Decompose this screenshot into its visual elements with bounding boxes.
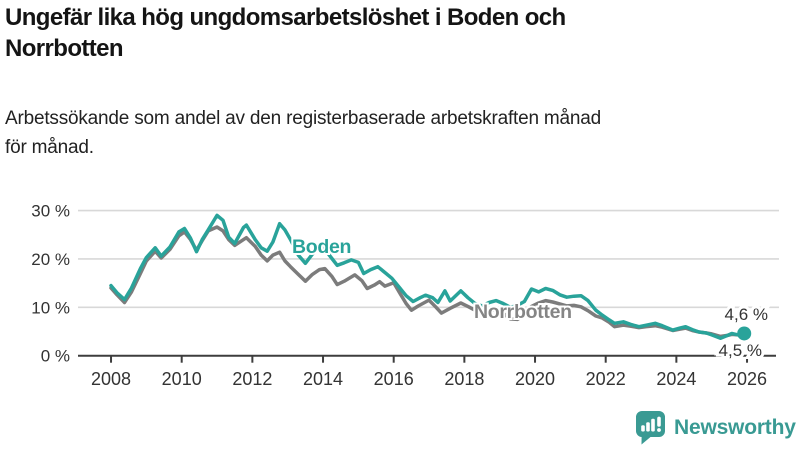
x-tick-label: 2026 [727, 369, 767, 389]
x-tick-label: 2020 [515, 369, 555, 389]
series-line-norrbotten [109, 225, 746, 339]
x-tick-label: 2018 [444, 369, 484, 389]
series-line-boden [109, 213, 746, 341]
x-tick-label: 2008 [91, 369, 131, 389]
x-tick-label: 2024 [656, 369, 696, 389]
x-tick-label: 2014 [303, 369, 343, 389]
chart-subtitle-line-2: för månad. [5, 137, 94, 158]
series-label-boden: Boden [292, 236, 351, 258]
x-tick-label: 2010 [162, 369, 202, 389]
chart-subtitle: Arbetssökande som andel av den registerb… [5, 104, 785, 162]
newsworthy-chart-bubble-icon [636, 411, 665, 445]
y-tick-label: 0 % [41, 347, 70, 366]
series-end-dot-boden [737, 326, 752, 341]
y-tick-label: 30 % [31, 202, 70, 221]
x-tick-label: 2012 [232, 369, 272, 389]
y-tick-label: 20 % [31, 250, 70, 269]
chart-title-line-2: Norrbotten [5, 35, 124, 62]
end-value-label-norrbotten: 4,5 % [719, 341, 762, 360]
y-tick-label: 10 % [31, 298, 70, 317]
chart-title-line-1: Ungefär lika hög ungdomsarbetslöshet i B… [5, 4, 566, 31]
series-label-norrbotten: Norrbotten [474, 301, 572, 323]
x-tick-label: 2016 [374, 369, 414, 389]
end-value-label-boden: 4,6 % [725, 305, 768, 324]
x-tick-label: 2022 [586, 369, 626, 389]
chart-subtitle-line-1: Arbetssökande som andel av den registerb… [5, 108, 602, 129]
newsworthy-logo: Newsworthy [636, 411, 796, 445]
newsworthy-wordmark: Newsworthy [674, 416, 796, 439]
chart-title: Ungefär lika hög ungdomsarbetslöshet i B… [5, 2, 777, 64]
